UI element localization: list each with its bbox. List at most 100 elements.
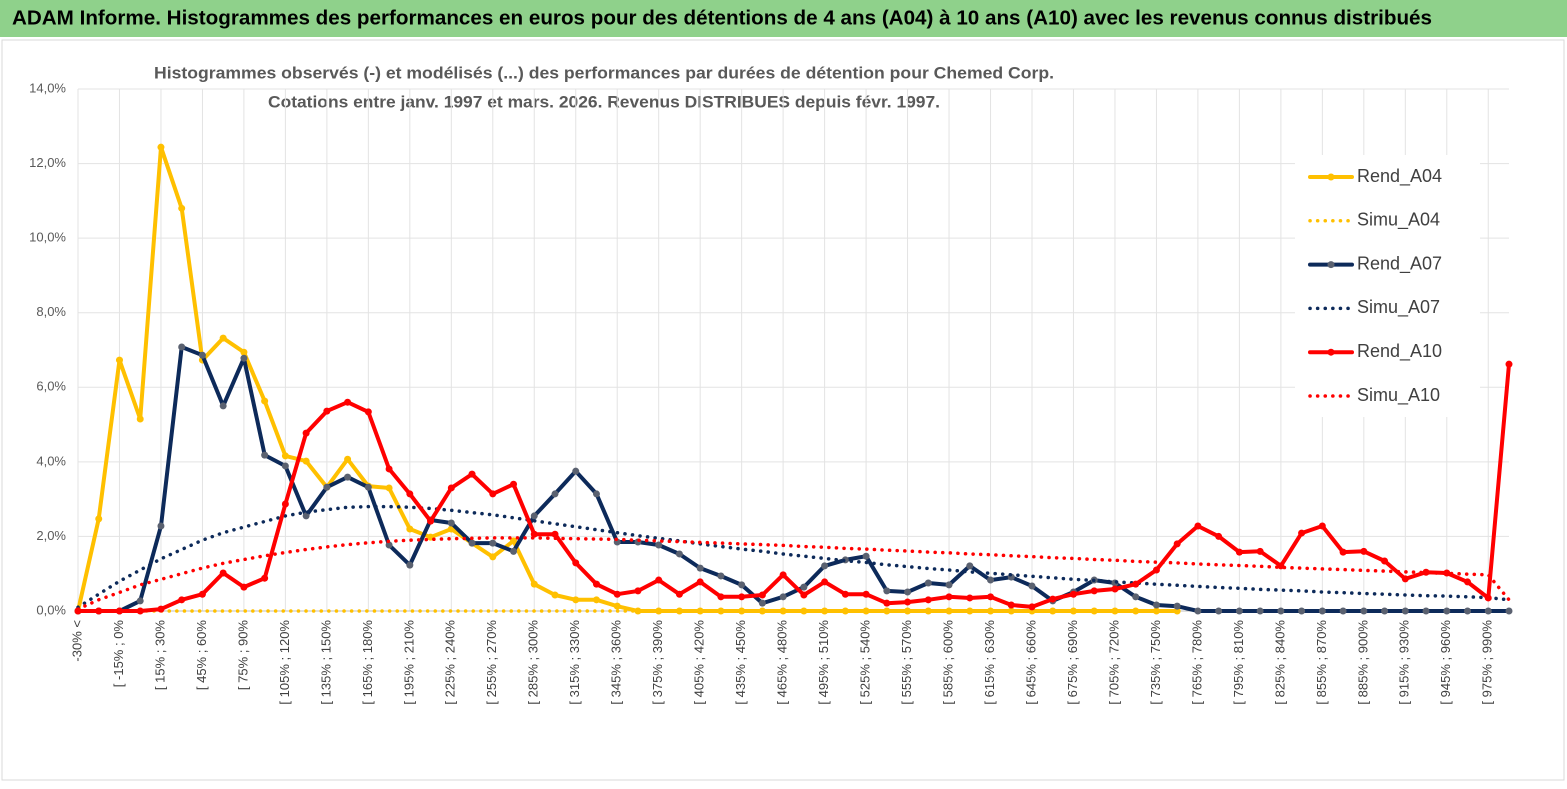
data-point — [1194, 522, 1202, 530]
x-tick-label: -30% < — [69, 620, 84, 662]
data-point — [1443, 607, 1451, 615]
data-point — [655, 576, 663, 584]
data-point — [1152, 601, 1160, 609]
data-point — [406, 561, 414, 569]
y-tick-label: 6,0% — [36, 379, 66, 394]
data-point — [551, 490, 559, 498]
legend-label: Simu_A07 — [1357, 297, 1440, 318]
data-point — [1298, 607, 1306, 615]
data-point — [157, 605, 165, 613]
data-point — [696, 564, 704, 572]
data-point — [551, 530, 559, 538]
x-tick-label: [ 465% ; 480% — [775, 620, 790, 705]
data-point — [1484, 594, 1492, 602]
data-point — [510, 537, 518, 545]
x-tick-label: [ 345% ; 360% — [609, 620, 624, 705]
data-point — [1194, 607, 1202, 615]
data-point — [1173, 607, 1181, 615]
data-point — [758, 591, 766, 599]
data-point — [966, 607, 974, 615]
data-point — [178, 596, 186, 604]
data-point — [1401, 575, 1409, 583]
data-point — [344, 473, 352, 481]
data-point — [1235, 607, 1243, 615]
legend-label: Rend_A04 — [1357, 166, 1442, 187]
data-point — [717, 607, 725, 615]
data-point — [240, 583, 248, 591]
data-point — [1111, 585, 1119, 593]
data-point — [344, 455, 352, 463]
data-point — [572, 596, 580, 604]
x-tick-label: [ 135% ; 150% — [318, 620, 333, 705]
data-point — [592, 580, 600, 588]
data-point — [240, 354, 248, 362]
chart-subtitle: Histogrammes observés (-) et modélisés (… — [154, 63, 1054, 82]
data-point — [800, 583, 808, 591]
data-point — [1173, 540, 1181, 548]
data-point — [178, 204, 186, 212]
data-point — [924, 596, 932, 604]
data-point — [302, 429, 310, 437]
data-point — [178, 343, 186, 351]
data-point — [261, 451, 269, 459]
data-point — [261, 574, 269, 582]
x-tick-label: [ 105% ; 120% — [277, 620, 292, 705]
legend-box — [1295, 155, 1480, 417]
data-point — [1443, 569, 1451, 577]
legend-label: Rend_A10 — [1357, 341, 1442, 362]
data-point — [115, 356, 123, 364]
data-point — [717, 572, 725, 580]
x-tick-label: [ 255% ; 270% — [484, 620, 499, 705]
legend-marker — [1327, 348, 1335, 356]
y-tick-label: 0,0% — [36, 602, 66, 617]
y-tick-label: 8,0% — [36, 304, 66, 319]
data-point — [136, 415, 144, 423]
data-point — [530, 530, 538, 538]
data-point — [489, 553, 497, 561]
data-point — [1381, 557, 1389, 565]
y-tick-label: 4,0% — [36, 453, 66, 468]
data-point — [696, 578, 704, 586]
data-point — [738, 581, 746, 589]
data-point — [240, 348, 248, 356]
series-line — [76, 362, 1511, 613]
data-point — [779, 571, 787, 579]
x-tick-label: [ 975% ; 990% — [1480, 620, 1495, 705]
data-point — [1339, 548, 1347, 556]
data-point — [613, 590, 621, 598]
x-tick-label: [ 585% ; 600% — [940, 620, 955, 705]
data-point — [281, 462, 289, 470]
legend-marker — [1327, 173, 1335, 181]
data-point — [1090, 587, 1098, 595]
x-tick-label: [ 825% ; 840% — [1272, 620, 1287, 705]
data-point — [1235, 548, 1243, 556]
x-tick-label: [ 75% ; 90% — [235, 620, 250, 691]
data-point — [406, 490, 414, 498]
data-point — [1298, 529, 1306, 537]
data-point — [1028, 582, 1036, 590]
data-point — [261, 397, 269, 405]
data-point — [1152, 566, 1160, 574]
y-tick-label: 12,0% — [29, 155, 66, 170]
data-point — [510, 547, 518, 555]
data-point — [945, 607, 953, 615]
data-point — [447, 484, 455, 492]
data-point — [302, 512, 310, 520]
data-point — [1111, 607, 1119, 615]
data-point — [1215, 607, 1223, 615]
data-point — [1484, 607, 1492, 615]
data-point — [281, 452, 289, 460]
data-point — [95, 515, 103, 523]
data-point — [136, 597, 144, 605]
x-tick-label: [ 405% ; 420% — [692, 620, 707, 705]
data-point — [800, 591, 808, 599]
data-point — [1381, 607, 1389, 615]
data-point — [1256, 547, 1264, 555]
data-point — [883, 587, 891, 595]
data-point — [945, 593, 953, 601]
x-tick-label: [ 45% ; 60% — [194, 620, 209, 691]
data-point — [1277, 562, 1285, 570]
data-point — [1360, 547, 1368, 555]
x-tick-label: [ 375% ; 390% — [650, 620, 665, 705]
data-point — [779, 593, 787, 601]
